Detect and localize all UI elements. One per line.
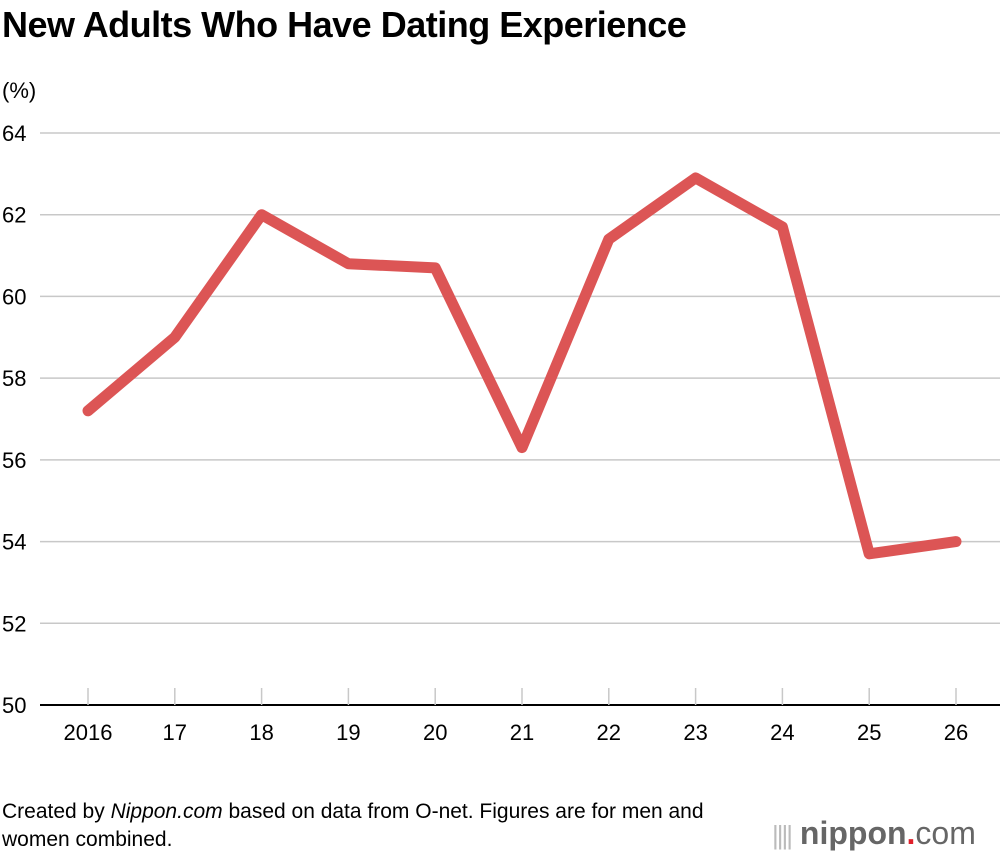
y-axis-unit: (%)	[2, 78, 37, 103]
x-tick-label: 21	[510, 720, 534, 745]
y-tick-label: 50	[2, 693, 26, 718]
y-tick-label: 56	[2, 448, 26, 473]
series-line	[82, 172, 962, 560]
note-rest: based on data from O-net. Figures are fo…	[2, 800, 704, 851]
nippon-logo: |||| nippon.com	[772, 815, 976, 851]
x-tick-label: 20	[423, 720, 447, 745]
x-tick-label: 19	[336, 720, 360, 745]
y-tick-label: 62	[2, 203, 26, 228]
x-tick-label: 23	[683, 720, 707, 745]
x-tick-label: 25	[857, 720, 881, 745]
x-tick-label: 26	[944, 720, 968, 745]
x-tick-label: 24	[770, 720, 794, 745]
x-tick-label: 17	[163, 720, 187, 745]
y-tick-label: 54	[2, 530, 26, 555]
x-tick-label: 18	[249, 720, 273, 745]
chart-title: New Adults Who Have Dating Experience	[2, 4, 687, 45]
line-chart: 50 52 54 56 58 60 62 64 2016 17 18 19 20 21 22 23 24 25 26	[2, 121, 1000, 745]
y-tick-label: 60	[2, 284, 26, 309]
x-tick-label: 2016	[64, 720, 113, 745]
source-note: Created by Nippon.com based on data from…	[2, 798, 722, 854]
y-tick-label: 58	[2, 366, 26, 391]
y-tick-label: 52	[2, 611, 26, 636]
y-tick-label: 64	[2, 121, 26, 146]
x-tick-label: 22	[597, 720, 621, 745]
note-prefix: Created by	[2, 800, 111, 823]
note-source: Nippon.com	[110, 800, 223, 823]
